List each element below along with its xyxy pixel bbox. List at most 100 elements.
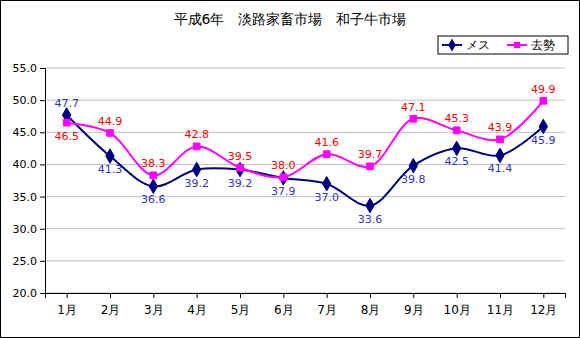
x-axis: 1月2月3月4月5月6月7月8月9月10月11月12月 [46,293,566,317]
data-label: 39.2 [184,177,209,190]
y-tick-mark [40,68,45,69]
legend: メス 去勢 [438,36,568,54]
series-marker [150,172,157,179]
x-tick-label: 2月 [101,303,121,317]
x-tick: 12月 [530,293,557,317]
data-label: 41.6 [314,136,339,149]
data-label: 36.6 [141,193,166,206]
y-tick: 20.0 [13,287,46,300]
series-marker [236,162,244,176]
x-tick: 4月 [187,293,207,317]
data-label: 41.3 [98,163,123,176]
x-tick-mark [413,293,414,298]
x-tick-label: 6月 [274,303,294,317]
y-tick: 40.0 [13,158,46,171]
y-tick-mark [40,197,45,198]
y-tick-label: 40.0 [13,158,38,171]
data-label: 33.6 [358,213,383,226]
x-tick: 2月 [101,293,121,317]
grid-line [45,68,565,69]
y-tick-mark [40,132,45,133]
x-tick-label: 4月 [187,303,207,317]
data-label: 41.4 [488,162,513,175]
x-tick-mark [67,293,68,298]
x-tick-mark [457,293,458,298]
x-tick-label: 8月 [361,303,381,317]
y-tick-label: 25.0 [13,255,38,268]
data-label: 49.9 [531,83,556,96]
series-marker [539,119,547,133]
y-tick-label: 45.0 [13,126,38,139]
series-marker [367,163,374,170]
data-label: 39.5 [228,150,253,163]
y-tick-label: 55.0 [13,62,38,75]
grid-line [45,228,565,229]
series-marker [279,171,287,185]
x-tick: 7月 [317,293,337,317]
x-tick-label: 7月 [317,303,337,317]
data-label: 44.9 [98,115,123,128]
data-label: 39.7 [358,148,383,161]
series-marker [496,148,504,162]
x-tick-mark [500,293,501,298]
y-tick-label: 50.0 [13,94,38,107]
series-marker [280,174,287,181]
x-tick: 8月 [361,293,381,317]
y-tick: 50.0 [13,94,46,107]
x-axis-line [46,294,566,299]
series-marker [106,149,114,163]
x-tick: 11月 [487,293,514,317]
x-tick: 5月 [231,293,251,317]
x-tick: 3月 [144,293,164,317]
x-tick-mark [153,293,154,298]
legend-label: メス [466,38,490,52]
data-label: 47.7 [54,97,79,110]
x-tick: 10月 [444,293,471,317]
grid-line [45,100,565,101]
y-tick-label: 30.0 [13,223,38,236]
series-marker [366,198,374,212]
x-tick-mark [370,293,371,298]
series-line [67,101,544,178]
y-tick-mark [40,229,45,230]
y-tick-label: 35.0 [13,191,38,204]
legend-box [438,36,568,54]
y-tick: 30.0 [13,223,46,236]
series-marker [323,151,330,158]
y-tick: 35.0 [13,191,46,204]
x-tick: 1月 [57,293,77,317]
y-tick-mark [40,164,45,165]
x-tick-mark [543,293,544,298]
x-tick-label: 5月 [231,303,251,317]
x-tick-mark [110,293,111,298]
x-tick-mark [283,293,284,298]
legend-label: 去勢 [531,38,555,52]
grid-line [45,196,565,197]
x-tick-mark [197,293,198,298]
series-marker [193,143,200,150]
data-label: 45.3 [444,112,469,125]
series-marker [409,159,417,173]
chart-border [1,1,580,338]
y-tick-mark [40,293,45,294]
x-tick-label: 10月 [444,303,471,317]
data-label: 45.9 [531,134,556,147]
series-marker [193,162,201,176]
y-tick-mark [40,100,45,101]
x-tick-mark [327,293,328,298]
series-line [67,115,544,206]
series-marker [410,115,417,122]
data-label: 43.9 [488,121,513,134]
series-marker [540,97,547,104]
grid [45,68,565,293]
series-marker [497,136,504,143]
series-marker [149,179,157,193]
legend-marker [448,38,456,51]
data-label: 37.9 [271,185,296,198]
y-tick: 55.0 [13,62,46,75]
data-label: 37.0 [314,191,339,204]
y-tick: 25.0 [13,255,46,268]
data-label: 39.2 [228,177,253,190]
chart-container: 平成6年 淡路家畜市場 和子牛市場20.025.030.035.040.045.… [0,0,580,338]
data-label: 42.8 [184,128,209,141]
